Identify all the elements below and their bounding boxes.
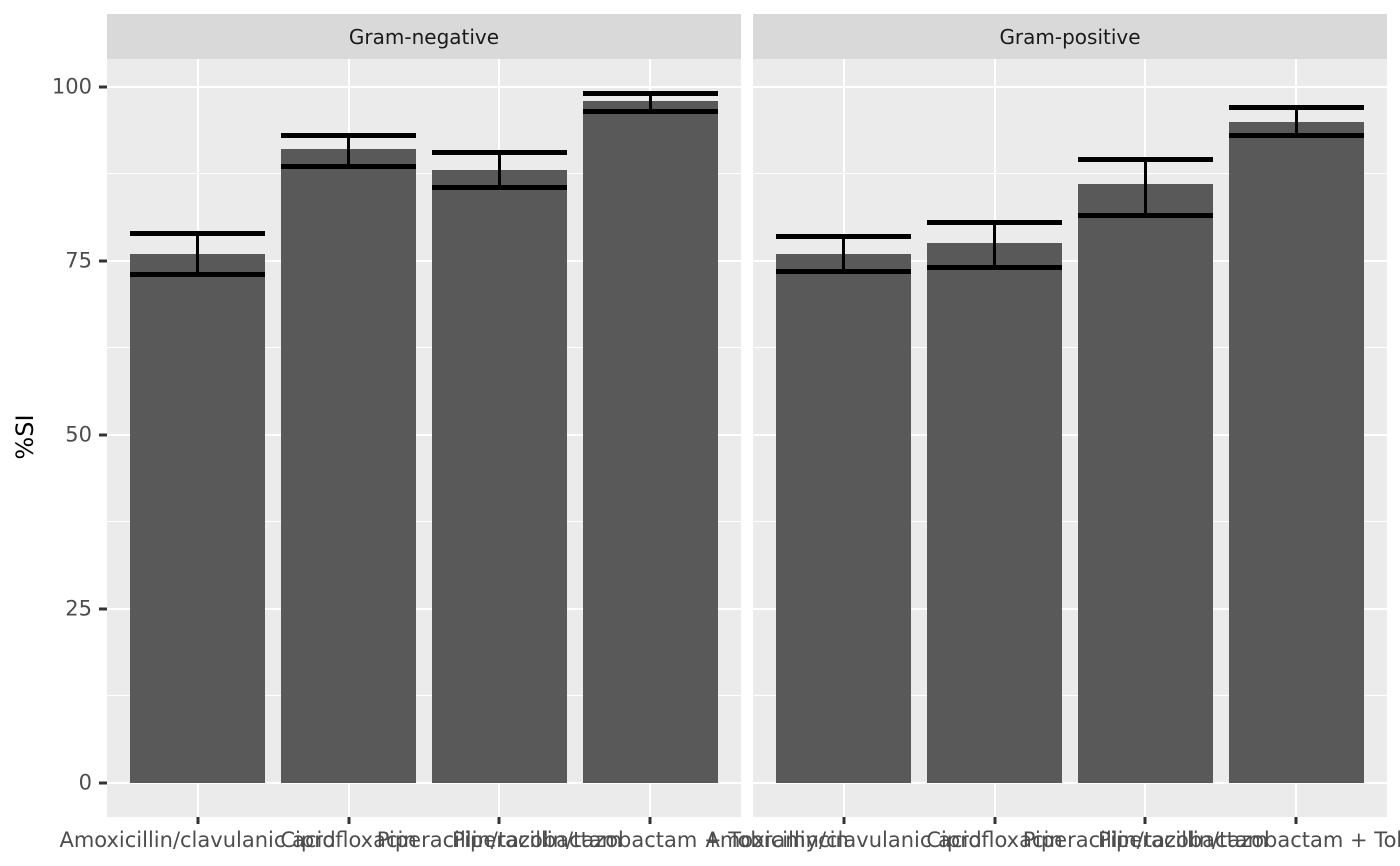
error-bar-cap-lower [431,185,568,191]
gridline-minor [107,173,741,175]
y-tick-mark [99,607,107,611]
y-tick-mark [99,433,107,437]
y-tick-mark [99,259,107,263]
facet-panel-gram-positive [753,59,1387,817]
gridline-major [107,433,741,436]
gridline-major [753,85,1387,88]
facet-strip-gram-negative: Gram-negative [107,14,741,59]
y-axis-title: %SI [11,414,39,460]
error-bar-cap-upper [431,150,568,156]
x-axis-label: Ciprofloxacin [280,828,417,852]
y-tick-mark [99,781,107,785]
error-bar-whisker [842,236,846,272]
bar [431,170,568,783]
gridline-major [753,259,1387,262]
y-tick-mark [99,85,107,89]
error-bar-whisker [497,152,501,188]
error-bar-cap-upper [129,230,266,236]
bar [280,149,417,783]
error-bar-cap-lower [1077,213,1214,219]
x-axis-label: Piperacillin/tazobactam [1022,828,1269,852]
facet-strip-label: Gram-positive [999,24,1141,49]
x-axis-label: Piperacillin/tazobactam + Tobramycin [1098,828,1400,852]
x-axis-label: Amoxicillin/clavulanic acid [705,828,982,852]
facet-panel-gram-negative [107,59,741,817]
y-tick-label: 50 [65,422,92,447]
x-axis-ticks [753,817,1387,824]
x-tick-mark [842,817,846,824]
error-bar-cap-lower [775,268,912,274]
error-bar-cap-lower [1228,133,1365,139]
gridline-major [107,607,741,610]
x-axis-labels: Amoxicillin/clavulanic acid Ciprofloxacin… [59,827,848,855]
error-bar-cap-upper [280,133,417,139]
gridline-major [107,781,741,784]
bar [1228,121,1365,783]
gridline-minor [753,173,1387,175]
error-bar-cap-upper [582,91,719,97]
x-axis-label: Ciprofloxacin [926,828,1063,852]
error-bar-whisker [648,93,652,112]
gridline-minor [107,695,741,697]
x-tick-mark [1143,817,1147,824]
error-bar-cap-lower [582,108,719,114]
bar [129,253,266,783]
gridline-minor [753,695,1387,697]
bar [1077,184,1214,783]
facet-strip-label: Gram-negative [348,24,500,49]
gridline-minor [107,347,741,349]
error-bar-whisker [993,222,997,268]
y-tick-label: 25 [65,596,92,621]
gridline-major [753,781,1387,784]
x-axis-label: Piperacillin/tazobactam + Tobramycin [452,828,849,852]
error-bar-cap-upper [1077,157,1214,163]
bar [582,100,719,783]
error-bar-cap-lower [129,272,266,278]
y-tick-label: 75 [65,248,92,273]
y-axis: 0 25 50 75 100 [0,59,107,817]
x-tick-mark [347,817,351,824]
error-bar-whisker [1143,159,1147,216]
error-bar-cap-lower [926,265,1063,271]
x-tick-mark [648,817,652,824]
bar [775,253,912,783]
gridline-major [107,85,741,88]
x-tick-mark [993,817,997,824]
gridline-minor [753,521,1387,523]
x-tick-mark [497,817,501,824]
x-axis-labels: Amoxicillin/clavulanic acid Ciprofloxacin… [705,827,1400,855]
facet-strip-gram-positive: Gram-positive [753,14,1387,59]
error-bar-whisker [1294,107,1298,136]
error-bar-whisker [196,233,200,275]
x-tick-mark [196,817,200,824]
error-bar-whisker [347,135,351,167]
x-axis-label: Amoxicillin/clavulanic acid [59,828,336,852]
bar [926,243,1063,783]
y-tick-label: 0 [78,770,92,795]
x-axis-label: Piperacillin/tazobactam [376,828,623,852]
x-tick-mark [1294,817,1298,824]
gridline-major [753,607,1387,610]
gridline-minor [107,521,741,523]
y-tick-label: 100 [51,74,92,99]
gridline-minor [753,347,1387,349]
error-bar-cap-upper [926,220,1063,226]
x-axis-ticks [107,817,741,824]
gridline-major [107,259,741,262]
gridline-major [753,433,1387,436]
error-bar-cap-lower [280,164,417,170]
error-bar-cap-upper [1228,105,1365,111]
error-bar-cap-upper [775,233,912,239]
